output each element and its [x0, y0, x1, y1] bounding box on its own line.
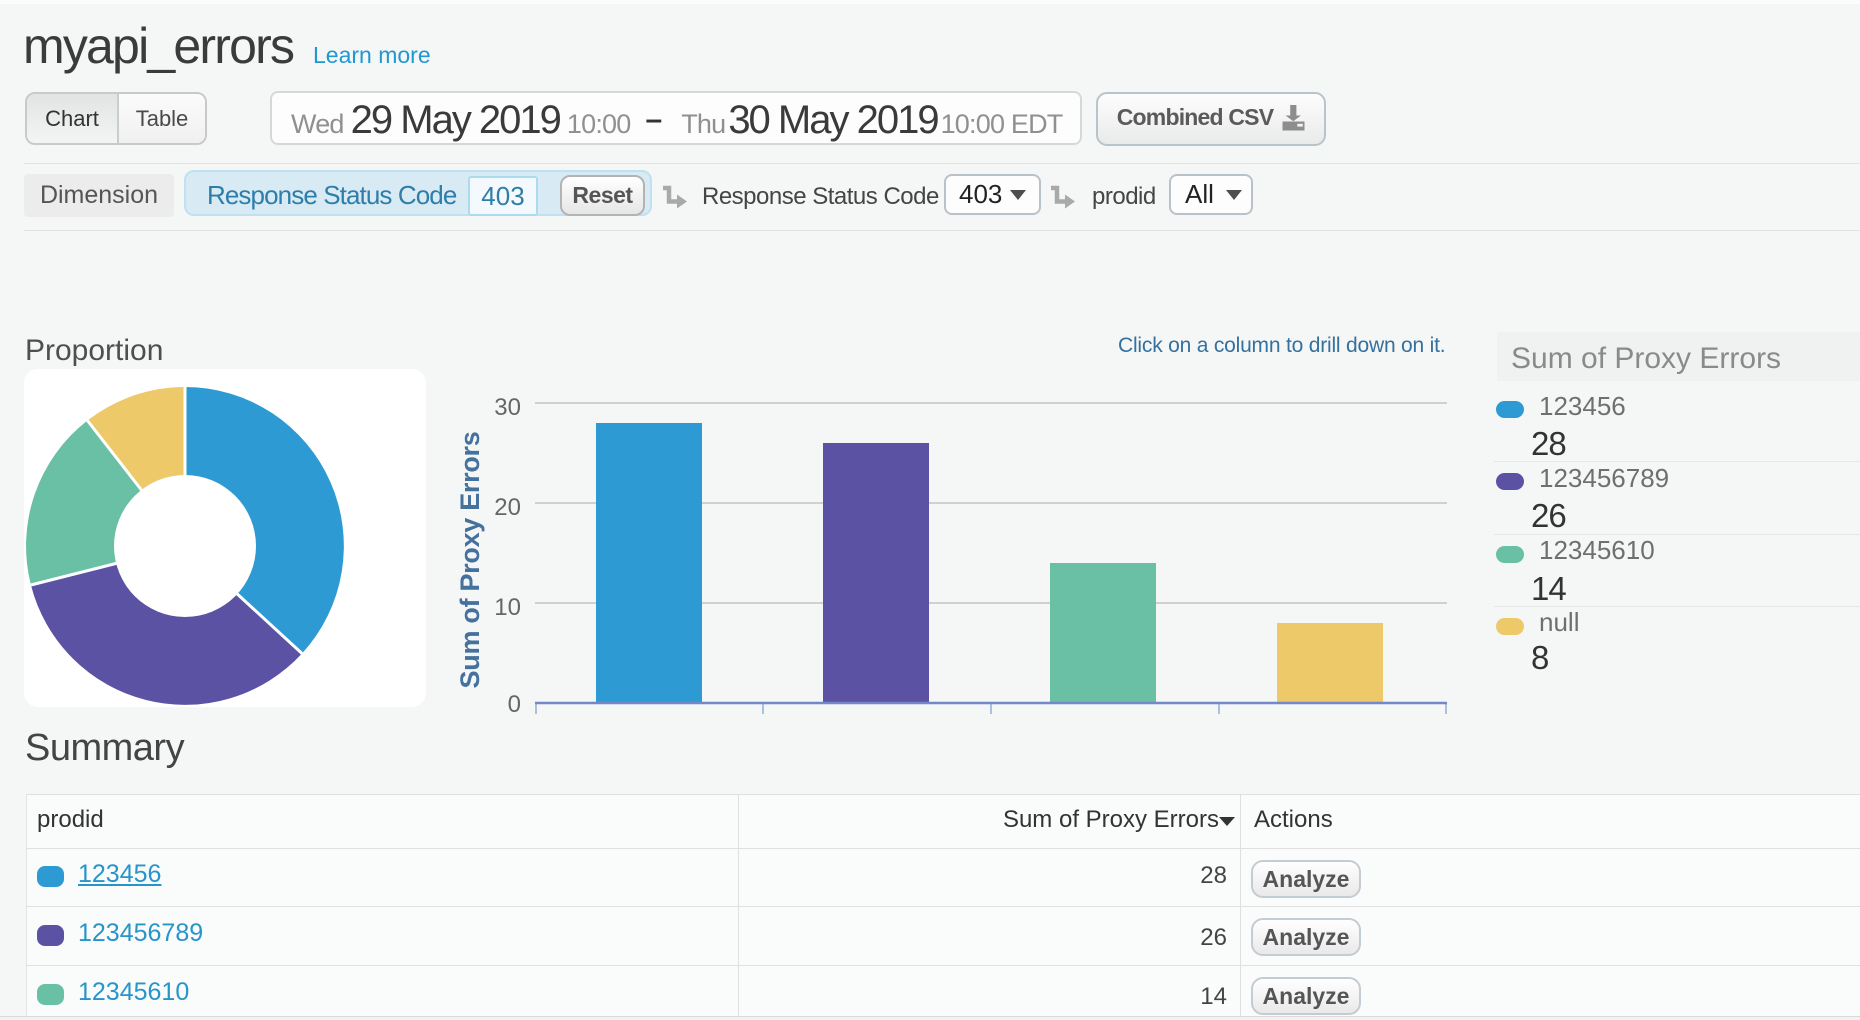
svg-text:0: 0 — [508, 691, 521, 718]
svg-text:Sum of Proxy Errors: Sum of Proxy Errors — [455, 432, 485, 689]
svg-text:10: 10 — [494, 594, 521, 621]
svg-text:20: 20 — [494, 494, 521, 521]
svg-text:30: 30 — [494, 394, 521, 421]
